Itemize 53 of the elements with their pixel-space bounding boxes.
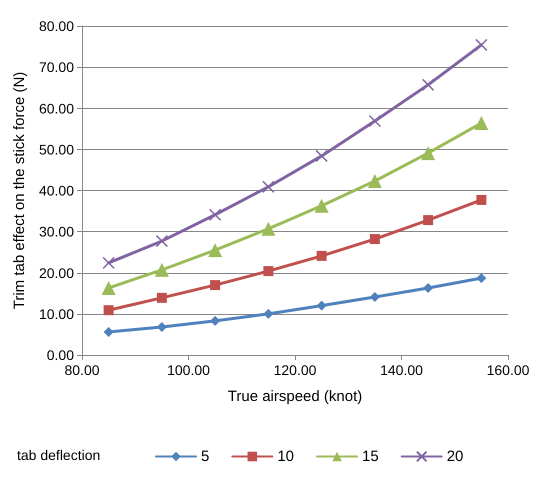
point xyxy=(423,282,434,293)
x-tick-label: 140.00 xyxy=(380,362,424,378)
point xyxy=(156,292,167,303)
point xyxy=(368,114,382,128)
point xyxy=(421,146,436,160)
legend-label: 15 xyxy=(362,448,379,465)
point xyxy=(263,266,274,276)
legend-label: 10 xyxy=(277,448,294,465)
legend-title: tab deflection xyxy=(17,447,100,463)
point xyxy=(314,198,329,213)
legend-label: 20 xyxy=(446,448,464,465)
point xyxy=(156,234,168,248)
point xyxy=(316,300,327,311)
y-tick-label: 40.00 xyxy=(38,182,74,198)
point xyxy=(368,174,382,188)
y-tick-label: 20.00 xyxy=(38,264,74,281)
y-tick-label: 30.00 xyxy=(38,224,74,240)
point xyxy=(102,256,115,270)
point xyxy=(104,305,114,316)
point xyxy=(154,262,169,277)
point xyxy=(210,316,220,326)
point xyxy=(263,308,274,319)
x-tick-label: 80.00 xyxy=(64,362,100,378)
y-tick-label: 70.00 xyxy=(38,59,74,76)
point xyxy=(315,150,328,162)
point xyxy=(476,273,486,284)
point xyxy=(208,208,222,222)
y-tick-label: 0.00 xyxy=(46,347,74,363)
x-tick-label: 100.00 xyxy=(167,362,210,378)
y-tick-label: 80.00 xyxy=(38,18,74,34)
x-tick-label: 160.00 xyxy=(486,362,530,378)
y-axis-title: Trim tab effect on the stick force (N) xyxy=(11,72,28,310)
x-tick-label: 120.00 xyxy=(274,362,317,378)
point xyxy=(370,234,380,244)
y-tick-label: 10.00 xyxy=(38,306,74,322)
point xyxy=(262,180,275,194)
point xyxy=(261,222,276,236)
y-tick-label: 60.00 xyxy=(38,100,74,116)
y-tick-label: 50.00 xyxy=(38,141,74,158)
point xyxy=(104,326,114,337)
point xyxy=(156,322,167,332)
legend-label: 5 xyxy=(201,448,210,465)
point xyxy=(102,280,116,295)
point xyxy=(474,116,488,130)
point xyxy=(316,250,327,261)
x-axis-title: True airspeed (knot) xyxy=(228,388,362,405)
point xyxy=(210,280,220,290)
point xyxy=(370,292,380,302)
point xyxy=(423,215,434,226)
point xyxy=(475,38,488,52)
point xyxy=(422,78,434,92)
point xyxy=(476,194,486,205)
point xyxy=(208,243,222,258)
